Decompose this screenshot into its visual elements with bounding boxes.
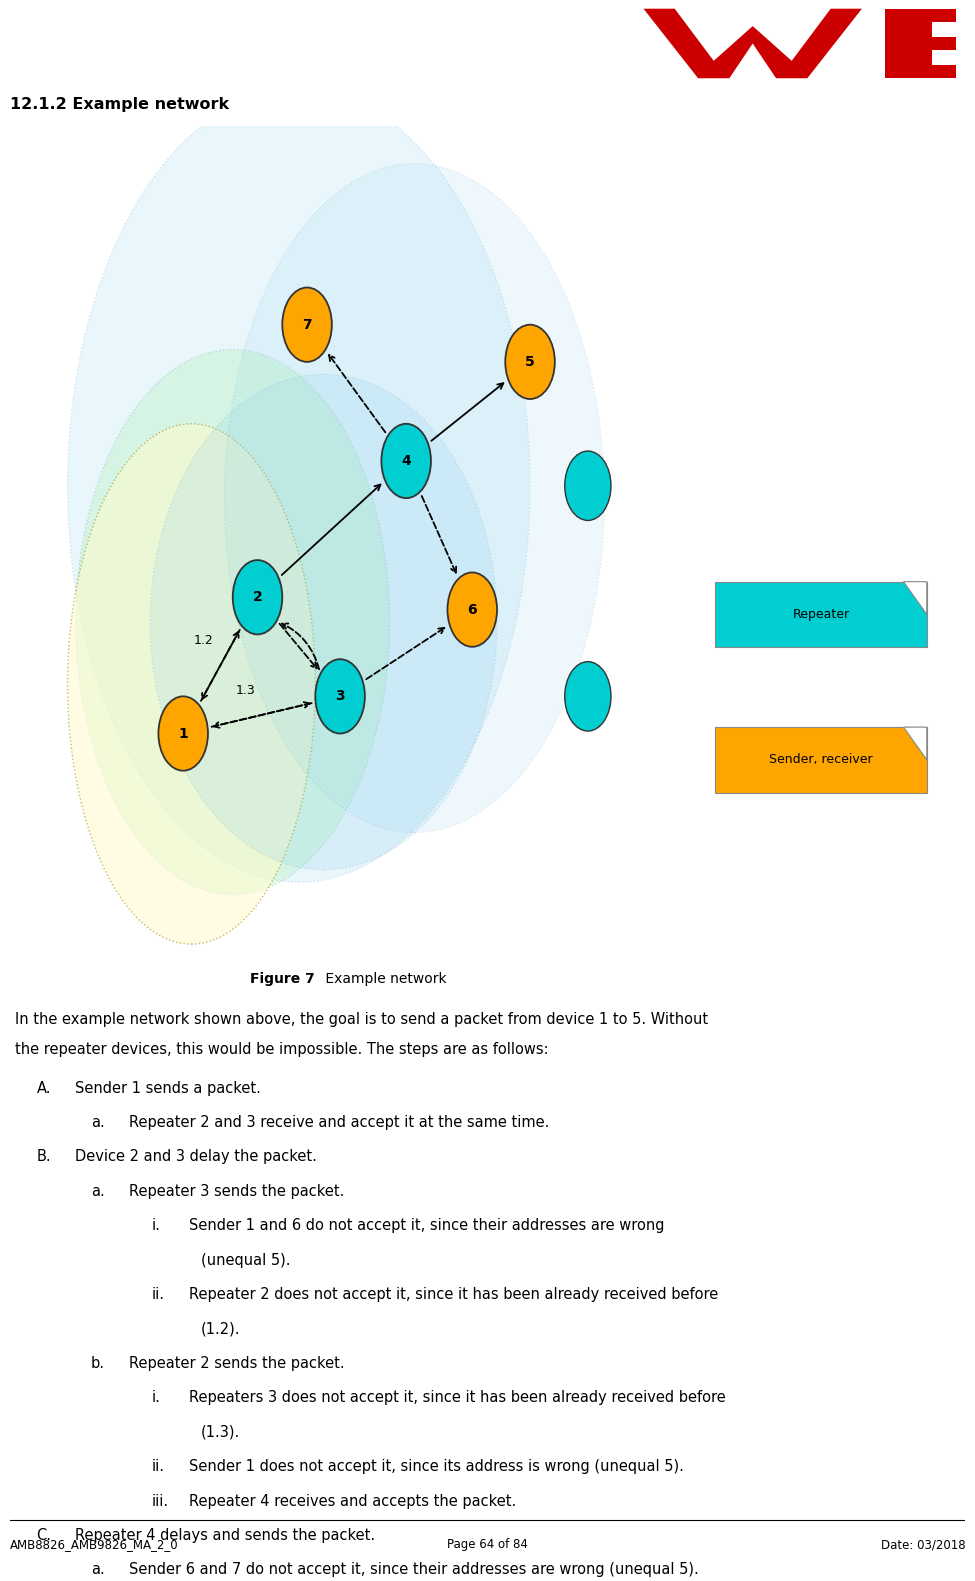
Text: 1: 1 bbox=[178, 727, 188, 740]
Circle shape bbox=[448, 572, 497, 647]
Text: ii.: ii. bbox=[151, 1287, 164, 1303]
Ellipse shape bbox=[150, 375, 497, 870]
Text: b.: b. bbox=[91, 1356, 105, 1371]
Text: Repeater 2 and 3 receive and accept it at the same time.: Repeater 2 and 3 receive and accept it a… bbox=[129, 1115, 550, 1130]
Text: C.: C. bbox=[36, 1527, 52, 1543]
Ellipse shape bbox=[224, 164, 604, 833]
Text: Figure 7: Figure 7 bbox=[251, 972, 315, 985]
Text: (1.3).: (1.3). bbox=[201, 1424, 240, 1440]
Ellipse shape bbox=[76, 349, 390, 895]
Circle shape bbox=[565, 662, 611, 730]
Text: iii.: iii. bbox=[151, 1494, 169, 1508]
Circle shape bbox=[158, 696, 208, 770]
Circle shape bbox=[283, 288, 332, 362]
Text: Repeater 3 sends the packet.: Repeater 3 sends the packet. bbox=[129, 1184, 344, 1198]
Text: Page 64 of 84: Page 64 of 84 bbox=[448, 1538, 527, 1551]
FancyBboxPatch shape bbox=[715, 582, 927, 647]
Text: 5: 5 bbox=[526, 354, 535, 368]
Text: A.: A. bbox=[36, 1081, 51, 1096]
Text: In the example network shown above, the goal is to send a packet from device 1 t: In the example network shown above, the … bbox=[15, 1012, 708, 1026]
Text: 1.2: 1.2 bbox=[194, 634, 214, 647]
Text: Repeater 2 does not accept it, since it has been already received before: Repeater 2 does not accept it, since it … bbox=[189, 1287, 719, 1303]
Text: i.: i. bbox=[151, 1219, 160, 1233]
Text: 2: 2 bbox=[253, 590, 262, 604]
Text: a.: a. bbox=[91, 1184, 104, 1198]
Text: Repeater 4 delays and sends the packet.: Repeater 4 delays and sends the packet. bbox=[75, 1527, 374, 1543]
Circle shape bbox=[381, 424, 431, 498]
Text: 12.1.2 Example network: 12.1.2 Example network bbox=[10, 96, 229, 112]
Circle shape bbox=[233, 560, 283, 634]
Text: 7: 7 bbox=[302, 318, 312, 332]
Polygon shape bbox=[904, 582, 927, 615]
Text: Date: 03/2018: Date: 03/2018 bbox=[880, 1538, 965, 1551]
Polygon shape bbox=[885, 9, 975, 79]
Text: Sender 6 and 7 do not accept it, since their addresses are wrong (unequal 5).: Sender 6 and 7 do not accept it, since t… bbox=[129, 1562, 699, 1578]
Text: Example network: Example network bbox=[322, 972, 447, 985]
Text: Sender 1 sends a packet.: Sender 1 sends a packet. bbox=[75, 1081, 260, 1096]
Text: (1.2).: (1.2). bbox=[201, 1322, 241, 1336]
Text: i.: i. bbox=[151, 1390, 160, 1406]
Ellipse shape bbox=[67, 89, 530, 882]
Text: Device 2 and 3 delay the packet.: Device 2 and 3 delay the packet. bbox=[75, 1149, 317, 1165]
Text: Repeater: Repeater bbox=[793, 607, 849, 621]
Text: AMB8826_AMB9826_MA_2_0: AMB8826_AMB9826_MA_2_0 bbox=[10, 1538, 178, 1551]
Polygon shape bbox=[904, 727, 927, 760]
Text: 1.3: 1.3 bbox=[235, 683, 255, 697]
Text: Sender 1 does not accept it, since its address is wrong (unequal 5).: Sender 1 does not accept it, since its a… bbox=[189, 1459, 684, 1473]
Text: Sender 1 and 6 do not accept it, since their addresses are wrong: Sender 1 and 6 do not accept it, since t… bbox=[189, 1219, 665, 1233]
FancyBboxPatch shape bbox=[715, 727, 927, 792]
Text: (unequal 5).: (unequal 5). bbox=[201, 1252, 291, 1268]
Text: a.: a. bbox=[91, 1115, 104, 1130]
Text: Sender, receiver: Sender, receiver bbox=[769, 753, 873, 767]
Text: ii.: ii. bbox=[151, 1459, 164, 1473]
Text: 3: 3 bbox=[335, 689, 345, 704]
Polygon shape bbox=[644, 9, 862, 79]
Text: Repeater 4 receives and accepts the packet.: Repeater 4 receives and accepts the pack… bbox=[189, 1494, 517, 1508]
Circle shape bbox=[315, 659, 365, 734]
Text: the repeater devices, this would be impossible. The steps are as follows:: the repeater devices, this would be impo… bbox=[15, 1042, 548, 1056]
Ellipse shape bbox=[67, 424, 315, 944]
Text: 4: 4 bbox=[402, 454, 411, 468]
Circle shape bbox=[505, 324, 555, 398]
Text: Repeaters 3 does not accept it, since it has been already received before: Repeaters 3 does not accept it, since it… bbox=[189, 1390, 726, 1406]
Circle shape bbox=[565, 451, 611, 520]
Text: B.: B. bbox=[36, 1149, 51, 1165]
Text: a.: a. bbox=[91, 1562, 104, 1578]
Text: 6: 6 bbox=[467, 602, 477, 617]
Text: Repeater 2 sends the packet.: Repeater 2 sends the packet. bbox=[129, 1356, 345, 1371]
